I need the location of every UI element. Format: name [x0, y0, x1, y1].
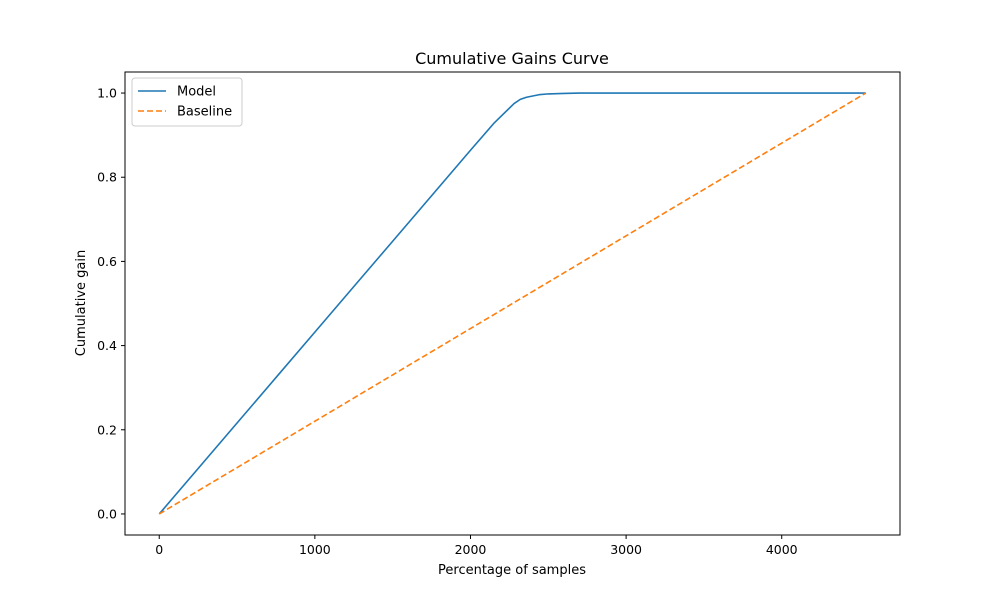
plot-series: [158, 92, 867, 515]
y-tick-label: 0.6: [97, 254, 117, 269]
x-axis-ticks: 0 1000 2000 3000 4000: [155, 535, 798, 557]
y-axis-ticks: 0.0 0.2 0.4 0.6 0.8 1.0: [97, 86, 125, 521]
x-axis-label: Percentage of samples: [438, 563, 586, 578]
y-tick-label: 1.0: [97, 86, 117, 101]
series-line-model: [158, 92, 866, 515]
legend-box: [131, 77, 243, 127]
series-line-baseline: [158, 92, 867, 515]
legend: Model Baseline: [131, 77, 243, 127]
y-axis-label: Cumulative gain: [74, 250, 89, 356]
y-tick-label: 0.4: [97, 338, 117, 353]
legend-label-baseline: Baseline: [177, 105, 232, 120]
x-tick-label: 2000: [455, 542, 487, 557]
y-tick-label: 0.8: [97, 170, 117, 185]
plot-area-frame: [124, 71, 901, 536]
x-tick-label: 1000: [299, 542, 331, 557]
legend-label-model: Model: [177, 85, 216, 100]
x-tick-label: 0: [155, 542, 163, 557]
chart-title: Cumulative Gains Curve: [415, 49, 609, 68]
x-tick-label: 3000: [610, 542, 642, 557]
y-tick-label: 0.2: [97, 422, 117, 437]
legend-entries: Model Baseline: [138, 85, 232, 120]
y-tick-label: 0.0: [97, 506, 117, 521]
x-tick-label: 4000: [766, 542, 798, 557]
